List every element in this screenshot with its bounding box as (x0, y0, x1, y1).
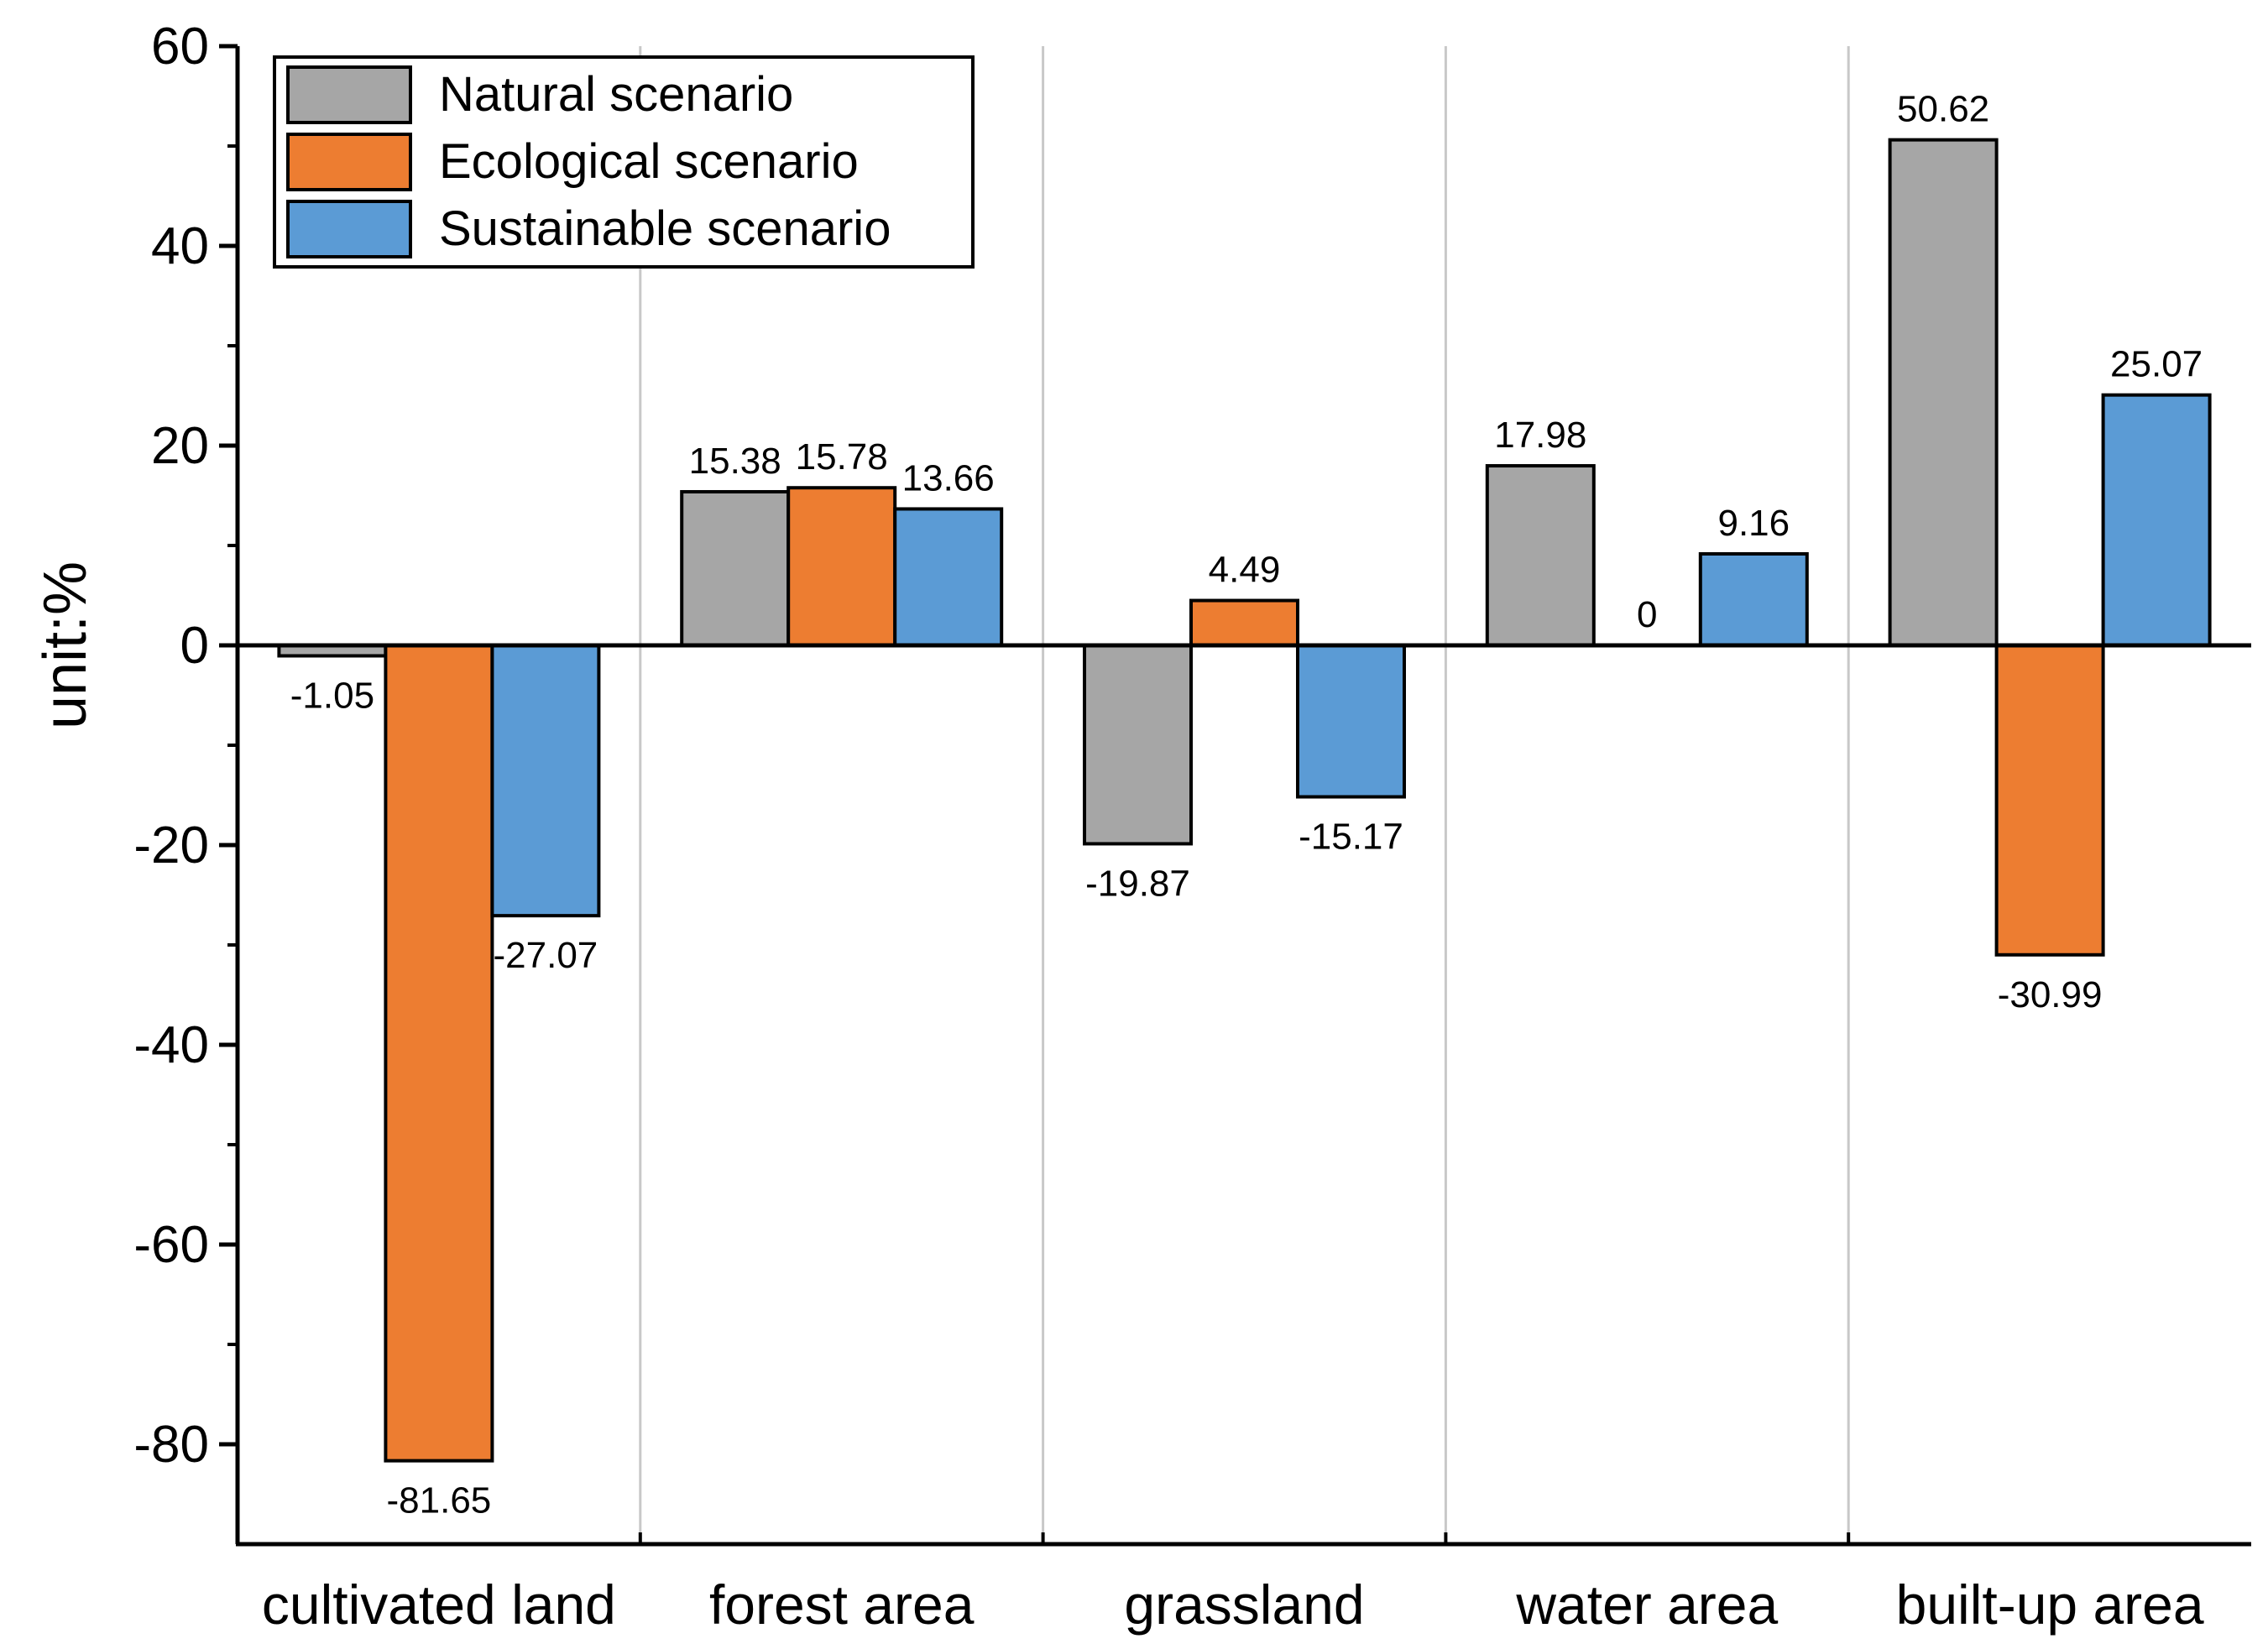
bar-sustainable-scenario-cultivated-land (490, 644, 601, 918)
legend-entry: Natural scenario (439, 67, 793, 122)
y-axis-label: unit:% (32, 561, 99, 729)
data-label: -30.99 (1998, 974, 2103, 1015)
data-label: 17.98 (1494, 415, 1586, 456)
y-tick-label: -20 (133, 817, 209, 874)
data-label: 13.66 (902, 457, 995, 498)
bar-natural-scenario-grassland (1083, 644, 1193, 846)
legend-entry: Ecological scenario (439, 134, 859, 189)
bar-ecological-scenario-built-up-area (1994, 644, 2105, 957)
bar-natural-scenario-forest-area (680, 489, 791, 648)
data-label: 25.07 (2110, 344, 2203, 385)
bar-sustainable-scenario-grassland (1296, 644, 1406, 799)
y-tick-label: -40 (133, 1016, 209, 1074)
x-tick-label: forest area (709, 1574, 975, 1636)
data-label: 9.16 (1717, 503, 1790, 544)
x-tick-label: cultivated land (262, 1574, 616, 1636)
x-tick-label: grassland (1124, 1574, 1364, 1636)
bar-ecological-scenario-forest-area (786, 486, 897, 648)
data-label: -27.07 (494, 935, 598, 976)
data-label: 15.78 (796, 436, 888, 478)
x-tick-label: water area (1515, 1574, 1778, 1636)
data-label: 4.49 (1209, 550, 1281, 591)
bar-natural-scenario-water-area (1485, 464, 1596, 648)
y-tick-label: -80 (133, 1416, 209, 1474)
data-label: 50.62 (1897, 89, 1989, 130)
data-label: -81.65 (387, 1480, 492, 1521)
legend-entry: Sustainable scenario (439, 201, 891, 256)
bar-ecological-scenario-cultivated-land (384, 644, 494, 1463)
bar-sustainable-scenario-forest-area (893, 507, 1004, 647)
legend-swatch (286, 133, 412, 191)
x-tick-label: built-up area (1896, 1574, 2204, 1636)
bar-ecological-scenario-grassland (1189, 598, 1299, 647)
legend-swatch (286, 200, 412, 258)
y-tick-label: 0 (180, 617, 209, 675)
data-label: 15.38 (689, 441, 781, 482)
y-tick-label: 60 (151, 18, 209, 76)
data-label: -19.87 (1085, 863, 1190, 904)
data-label: -1.05 (290, 675, 374, 716)
legend-swatch (286, 65, 412, 124)
y-tick-label: -60 (133, 1216, 209, 1274)
y-tick-label: 40 (151, 217, 209, 275)
data-label: -15.17 (1299, 817, 1403, 858)
data-label: 0 (1637, 594, 1657, 635)
bar-natural-scenario-built-up-area (1888, 138, 1999, 647)
y-tick-label: 20 (151, 417, 209, 475)
bar-sustainable-scenario-built-up-area (2101, 393, 2212, 647)
bar-sustainable-scenario-water-area (1698, 551, 1809, 647)
